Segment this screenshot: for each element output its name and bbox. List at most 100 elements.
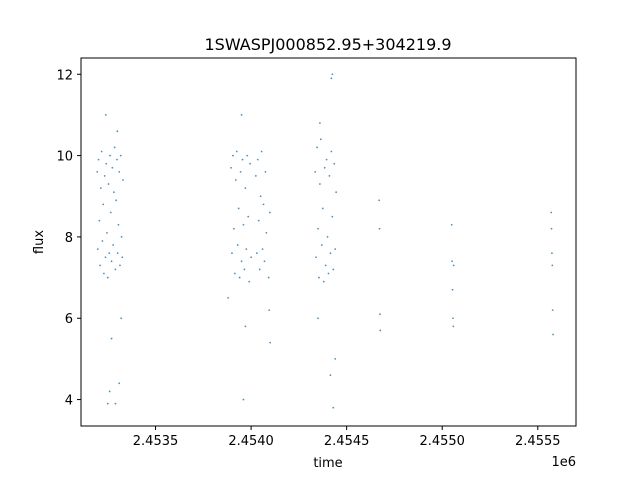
data-point (232, 154, 234, 157)
data-point (268, 309, 271, 312)
data-point (328, 175, 331, 177)
data-point (106, 276, 109, 279)
data-point (103, 175, 106, 177)
data-point (329, 374, 332, 377)
data-point (261, 248, 264, 251)
data-point (107, 183, 110, 185)
y-axis-label: flux (32, 230, 47, 254)
data-point (329, 252, 332, 255)
data-point (322, 280, 325, 283)
data-point (269, 341, 272, 344)
y-tick-label: 6 (65, 312, 73, 327)
data-point (317, 317, 319, 320)
y-tick-label: 10 (56, 150, 73, 165)
data-point (117, 223, 120, 226)
data-point (249, 162, 252, 165)
data-point (104, 256, 107, 259)
data-point (331, 73, 334, 76)
data-point (260, 150, 263, 153)
data-point (257, 219, 260, 222)
data-point (246, 154, 249, 157)
data-point (97, 158, 100, 161)
x-axis-label: time (313, 456, 342, 471)
data-point (263, 260, 266, 263)
data-point (259, 195, 262, 198)
data-point (250, 256, 253, 259)
data-point (552, 333, 554, 336)
data-point (323, 166, 326, 169)
data-point (104, 114, 107, 116)
x-tick-label: 2.4540 (228, 434, 274, 449)
data-point (262, 203, 265, 206)
data-point (244, 187, 247, 190)
data-point (119, 264, 121, 267)
plot-frame (80, 57, 577, 427)
data-point (116, 252, 119, 255)
data-point (118, 170, 121, 173)
data-point (551, 309, 554, 312)
data-point (116, 158, 118, 161)
data-point (109, 211, 112, 214)
y-tick-label: 8 (65, 231, 73, 246)
data-point (331, 215, 334, 218)
data-point (333, 162, 336, 165)
data-point (317, 227, 319, 230)
data-point (121, 256, 124, 259)
y-tick-label: 4 (65, 394, 73, 409)
data-point (240, 114, 243, 116)
data-point (334, 248, 337, 251)
data-point (243, 268, 246, 271)
data-point (452, 325, 455, 328)
data-point (327, 272, 330, 275)
data-point (256, 158, 259, 161)
data-point (106, 402, 109, 405)
data-point (237, 207, 240, 210)
data-point (319, 183, 321, 185)
data-point (110, 260, 113, 263)
data-point (332, 406, 335, 409)
data-point (112, 244, 115, 246)
data-point (99, 187, 102, 190)
data-point (102, 203, 105, 206)
data-point (316, 146, 318, 149)
data-point (242, 223, 245, 226)
data-point (551, 252, 553, 255)
data-point (120, 317, 123, 320)
data-point (264, 170, 267, 173)
data-point (450, 223, 453, 226)
data-point (233, 272, 236, 275)
data-point (99, 264, 102, 267)
data-point (100, 150, 103, 153)
x-tick-label: 2.4545 (324, 434, 370, 449)
data-point (378, 199, 381, 202)
data-point (96, 170, 99, 173)
data-point (551, 264, 554, 267)
data-point (98, 219, 101, 222)
data-point (120, 236, 123, 238)
data-point (550, 211, 553, 214)
data-point (265, 231, 268, 234)
x-axis: 2.4535 2.4540 2.4545 2.4550 2.4555 (133, 426, 561, 449)
data-point (319, 122, 321, 124)
data-point (235, 150, 238, 153)
data-point (103, 272, 105, 275)
data-point (325, 158, 328, 161)
data-point (118, 382, 121, 385)
data-point (324, 264, 327, 267)
x-tick-label: 2.4550 (419, 434, 465, 449)
x-tick-label: 2.4535 (133, 434, 179, 449)
data-point (268, 211, 271, 214)
data-point (258, 268, 261, 271)
data-point (330, 150, 333, 153)
data-point (109, 154, 111, 157)
data-point (451, 288, 454, 291)
data-point (247, 215, 250, 218)
data-point (239, 170, 242, 173)
data-point (332, 268, 335, 271)
data-point (242, 398, 245, 401)
data-point (244, 325, 247, 328)
data-point (122, 179, 124, 181)
data-point (115, 199, 118, 202)
y-axis: 4 6 8 10 12 (56, 68, 81, 409)
